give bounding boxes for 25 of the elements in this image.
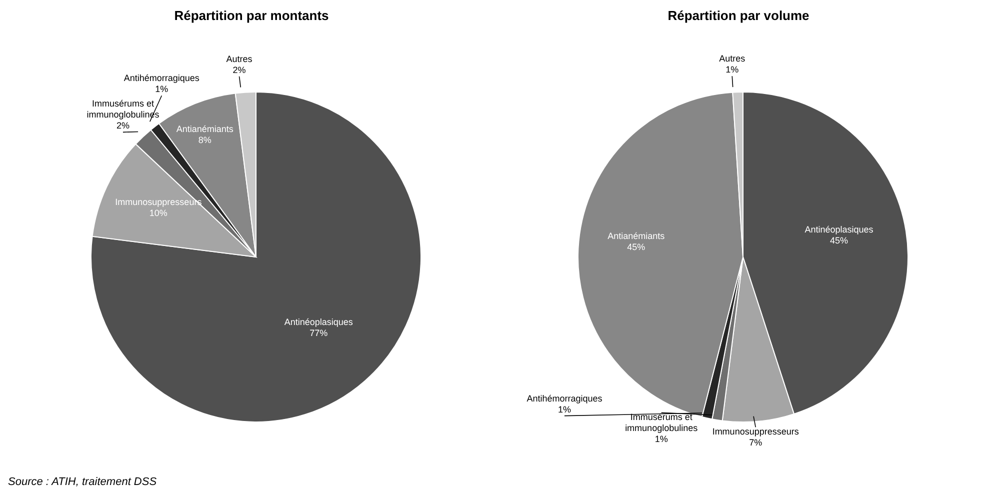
slice-label: Immunosuppresseurs <box>712 427 800 438</box>
data-label: 45% <box>627 242 646 252</box>
chart-title: Répartition par montants <box>173 8 330 25</box>
data-label: 1% <box>726 64 739 75</box>
slice-label: Antihémorragiques <box>124 74 200 84</box>
slice-label: Antinéoplasiques <box>804 224 874 235</box>
data-label: 1% <box>155 84 168 95</box>
data-label: 1% <box>654 434 668 445</box>
data-label: 10% <box>149 208 168 218</box>
slice-label: Autres <box>226 54 253 64</box>
slice-label: Antinéoplasiques <box>284 318 354 328</box>
data-label: 2% <box>232 65 246 76</box>
data-label: 1% <box>558 404 571 415</box>
slice-label: Antihémorragiques <box>526 394 603 404</box>
data-label: 2% <box>116 121 130 132</box>
data-label: 77% <box>310 328 328 339</box>
data-label: 45% <box>830 236 848 246</box>
slice-label: Immusérums et immunoglobulines <box>625 412 698 434</box>
chart-title: Répartition par volume <box>666 8 810 25</box>
slice-label: Autres <box>719 54 746 64</box>
data-label: 8% <box>198 135 212 146</box>
slice-label: Antianémiants <box>176 124 234 134</box>
source-note: Source : ATIH, traitement DSS <box>8 476 158 488</box>
data-label: 7% <box>749 438 762 448</box>
slice-label: Antianémiants <box>608 231 666 242</box>
